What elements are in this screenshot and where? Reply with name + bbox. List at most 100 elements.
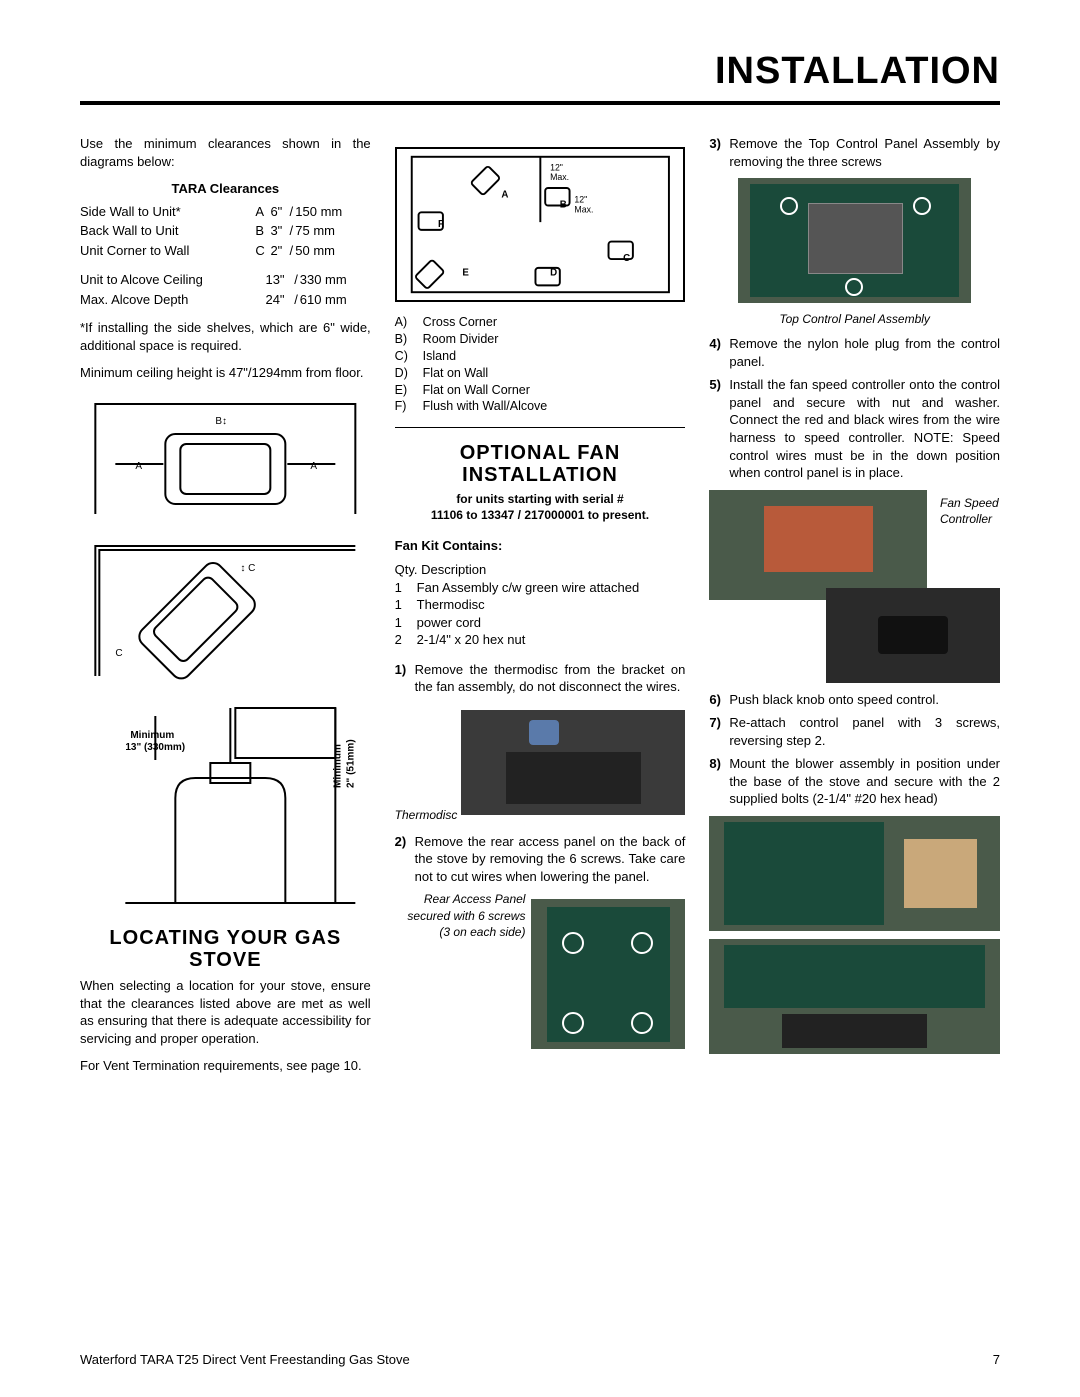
cell-mm: 150 mm — [295, 202, 370, 222]
legend-key: A) — [395, 314, 423, 331]
legend-val: Flush with Wall/Alcove — [423, 398, 548, 415]
svg-text:Max.: Max. — [550, 172, 569, 182]
kit-desc: 2-1/4" x 20 hex nut — [417, 631, 526, 649]
svg-text:12": 12" — [574, 195, 587, 205]
step-2: Remove the rear access panel on the back… — [415, 833, 686, 886]
note-ceiling: Minimum ceiling height is 47"/1294mm fro… — [80, 364, 371, 382]
step-5: Install the fan speed controller onto th… — [729, 376, 1000, 481]
column-2: A F E D C B 12" Max. 12" Max. — [395, 135, 686, 1085]
steps-col3c: 6)Push black knob onto speed control. 7)… — [709, 691, 1000, 808]
cell-label: Unit Corner to Wall — [80, 241, 255, 261]
blower-mount-photo-1 — [709, 816, 1000, 931]
clearance-diagram-side: Minimum 13" (330mm) Minimum 2" (51mm) — [80, 698, 371, 913]
steps-col2b: 2)Remove the rear access panel on the ba… — [395, 833, 686, 886]
legend-val: Island — [423, 348, 456, 365]
cell-in: 3" — [270, 221, 289, 241]
legend-key: C) — [395, 348, 423, 365]
cell-in: 2" — [270, 241, 289, 261]
step-1: Remove the thermodisc from the bracket o… — [415, 661, 686, 696]
kit-qty: 2 — [395, 631, 417, 649]
header-rule — [80, 101, 1000, 105]
table-row: Max. Alcove Depth 24" / 610 mm — [80, 290, 371, 310]
fan-speed-photo-1 — [709, 490, 927, 600]
svg-text:↕ C: ↕ C — [240, 563, 255, 574]
svg-text:D: D — [550, 268, 557, 279]
cell-label: Back Wall to Unit — [80, 221, 255, 241]
fan-sub2: 11106 to 13347 / 217000001 to present. — [395, 508, 686, 524]
table-row: Back Wall to Unit B 3" / 75 mm — [80, 221, 371, 241]
svg-text:12": 12" — [550, 162, 563, 172]
column-3: 3)Remove the Top Control Panel Assembly … — [709, 135, 1000, 1085]
svg-text:A: A — [310, 461, 317, 472]
kit-columns: Qty. Description — [395, 561, 686, 579]
cell-in: 13" — [265, 270, 294, 290]
rear-panel-photo — [531, 899, 685, 1049]
kit-desc: power cord — [417, 614, 481, 632]
steps-col3a: 3)Remove the Top Control Panel Assembly … — [709, 135, 1000, 170]
thermodisc-photo — [461, 710, 685, 815]
footer-page-number: 7 — [993, 1352, 1000, 1367]
clearance-diagram-corner: ↕ C C — [80, 536, 371, 686]
legend-val: Room Divider — [423, 331, 499, 348]
svg-text:C: C — [115, 648, 122, 659]
cell-key: A — [255, 202, 270, 222]
legend-val: Cross Corner — [423, 314, 497, 331]
svg-text:Minimum: Minimum — [130, 730, 174, 741]
kit-list: 1Fan Assembly c/w green wire attached 1T… — [395, 579, 686, 649]
cell-mm: 610 mm — [300, 290, 371, 310]
step-7: Re-attach control panel with 3 screws, r… — [729, 714, 1000, 749]
step-4: Remove the nylon hole plug from the cont… — [729, 335, 1000, 370]
header-title: INSTALLATION — [80, 50, 1000, 93]
step-6: Push black knob onto speed control. — [729, 691, 1000, 709]
content-columns: Use the minimum clearances shown in the … — [80, 135, 1000, 1085]
room-plan-diagram: A F E D C B 12" Max. 12" Max. — [395, 147, 686, 302]
fan-sub1: for units starting with serial # — [395, 492, 686, 508]
fan-speed-caption: Fan Speed Controller — [940, 495, 1000, 527]
clearance-diagram-top: A A B↕ — [80, 394, 371, 524]
cell-label: Unit to Alcove Ceiling — [80, 270, 265, 290]
cell-mm: 50 mm — [295, 241, 370, 261]
table-row: Unit Corner to Wall C 2" / 50 mm — [80, 241, 371, 261]
locating-p2: For Vent Termination requirements, see p… — [80, 1057, 371, 1075]
table-row: Side Wall to Unit* A 6" / 150 mm — [80, 202, 371, 222]
step-3: Remove the Top Control Panel Assembly by… — [729, 135, 1000, 170]
table-row: Unit to Alcove Ceiling 13" / 330 mm — [80, 270, 371, 290]
svg-text:Max.: Max. — [574, 204, 593, 214]
legend-val: Flat on Wall — [423, 365, 489, 382]
fan-speed-photo-2 — [826, 588, 1000, 683]
locating-heading: LOCATING YOUR GAS STOVE — [80, 927, 371, 971]
svg-text:2" (51mm): 2" (51mm) — [345, 739, 356, 788]
legend-key: F) — [395, 398, 423, 415]
cell-in: 6" — [270, 202, 289, 222]
page: INSTALLATION Use the minimum clearances … — [0, 0, 1080, 1397]
rear-panel-caption: Rear Access Panel secured with 6 screws … — [395, 891, 526, 1057]
step-8: Mount the blower assembly in position un… — [729, 755, 1000, 808]
blower-mount-photo-2 — [709, 939, 1000, 1054]
svg-text:A: A — [135, 461, 142, 472]
legend-key: D) — [395, 365, 423, 382]
footer: Waterford TARA T25 Direct Vent Freestand… — [80, 1352, 1000, 1367]
cell-mm: 75 mm — [295, 221, 370, 241]
kit-desc: Fan Assembly c/w green wire attached — [417, 579, 640, 597]
top-control-panel-photo — [738, 178, 971, 303]
svg-text:E: E — [462, 268, 469, 279]
locating-p1: When selecting a location for your stove… — [80, 977, 371, 1047]
cell-mm: 330 mm — [300, 270, 371, 290]
legend-key: E) — [395, 382, 423, 399]
clearances-table: Side Wall to Unit* A 6" / 150 mm Back Wa… — [80, 202, 371, 261]
note-shelves: *If installing the side shelves, which a… — [80, 319, 371, 354]
plan-legend: A)Cross Corner B)Room Divider C)Island D… — [395, 314, 686, 415]
svg-text:Minimum: Minimum — [332, 744, 343, 788]
kit-qty: 1 — [395, 596, 417, 614]
cell-key: B — [255, 221, 270, 241]
cell-key: C — [255, 241, 270, 261]
divider — [395, 427, 686, 428]
svg-text:B↕: B↕ — [215, 416, 227, 427]
cell-label: Side Wall to Unit* — [80, 202, 255, 222]
column-1: Use the minimum clearances shown in the … — [80, 135, 371, 1085]
cell-label: Max. Alcove Depth — [80, 290, 265, 310]
clearances-title: TARA Clearances — [80, 180, 371, 198]
cell-in: 24" — [265, 290, 294, 310]
alcove-table: Unit to Alcove Ceiling 13" / 330 mm Max.… — [80, 270, 371, 309]
steps-col3b: 4)Remove the nylon hole plug from the co… — [709, 335, 1000, 481]
